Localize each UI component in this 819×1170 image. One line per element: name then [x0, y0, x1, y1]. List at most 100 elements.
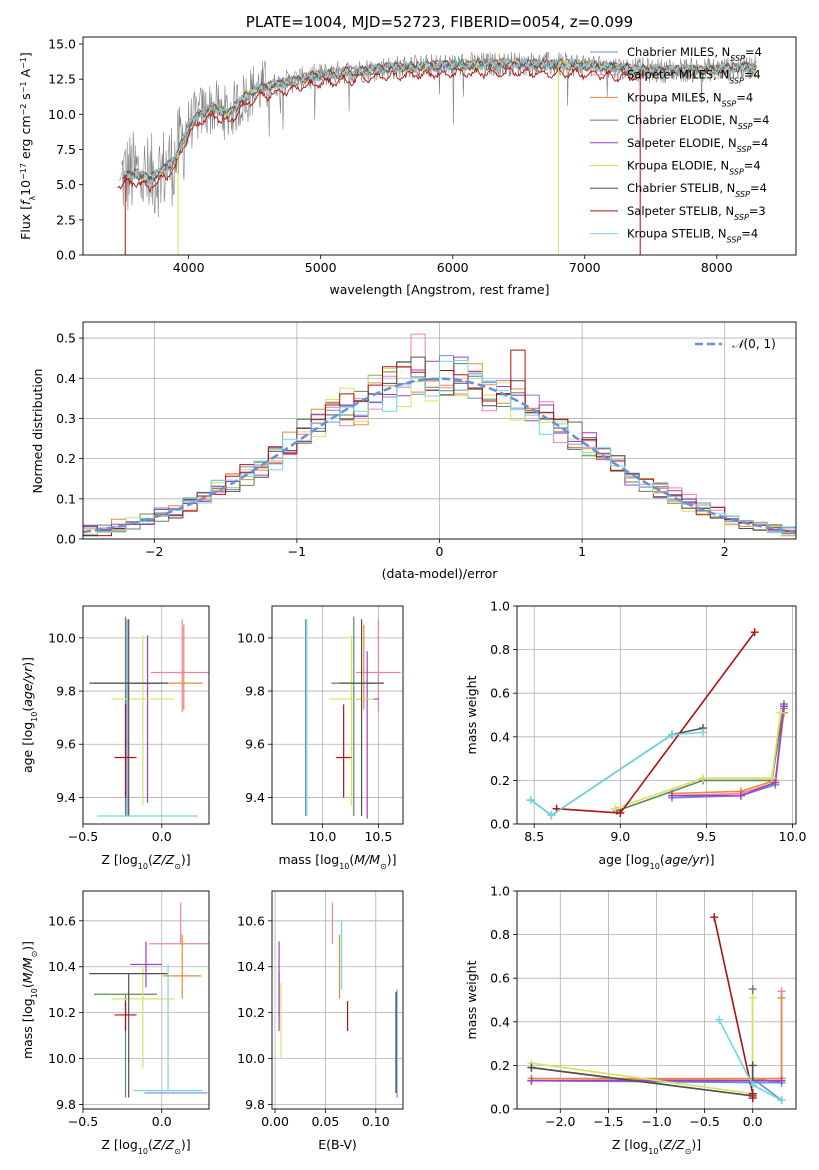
weight-line	[672, 706, 785, 797]
y-axis-label: mass weight	[464, 675, 479, 754]
weight-marker	[748, 993, 757, 1002]
axes-frame	[516, 890, 797, 1110]
weight-marker	[668, 791, 676, 800]
y-axis-label: Normed distribution	[30, 369, 45, 494]
x-tick-label: −1.0	[641, 1114, 671, 1129]
x-tick-label: 6000	[437, 260, 469, 275]
plot-area	[527, 913, 786, 1105]
weight-marker	[527, 1063, 536, 1072]
weight-marker	[699, 774, 707, 783]
x-tick-label: 10.0	[308, 829, 336, 844]
y-tick-label: 0.1	[56, 491, 76, 506]
x-tick-label: −2	[145, 544, 163, 559]
y-tick-label: 9.8	[56, 1097, 76, 1112]
axes-frame	[82, 321, 797, 540]
y-tick-label: 0.4	[490, 1014, 510, 1029]
y-tick-label: 9.6	[56, 737, 76, 752]
gaussian-curve	[83, 377, 796, 534]
y-tick-label: 10.6	[48, 913, 76, 928]
x-tick-label: 0.0	[152, 829, 172, 844]
weight-marker	[779, 702, 788, 711]
y-tick-label: 9.8	[56, 684, 76, 699]
plot-area	[117, 51, 757, 255]
axes-frame	[82, 605, 210, 825]
panel-mass_vs_ebv: 0.00 0.05 0.10 9.8 10.0 10.2 10.4 10.6 E(B-V)	[237, 890, 404, 1152]
y-axis-label: mass weight	[464, 960, 479, 1039]
plot-area	[304, 616, 401, 819]
spectrum-model-line	[117, 66, 641, 194]
y-tick-label: 5.0	[56, 177, 76, 192]
axes-frame	[516, 605, 797, 825]
plot-area	[89, 902, 209, 1098]
y-tick-label: 9.8	[245, 1097, 265, 1112]
weight-line	[616, 703, 785, 812]
weight-marker	[777, 1076, 786, 1085]
weight-line	[530, 731, 704, 817]
weight-marker	[771, 778, 780, 787]
x-tick-label: 0.0	[152, 1114, 172, 1129]
y-axis-label: age [log10(age/yr)]	[20, 657, 39, 773]
y-tick-label: 10.4	[48, 959, 76, 974]
chart-title: PLATE=1004, MJD=52723, FIBERID=0054, z=0…	[246, 13, 633, 31]
weight-marker	[777, 993, 786, 1002]
y-tick-label: 10.6	[237, 913, 265, 928]
panel-age_vs_mass: 10.0 10.5 9.4 9.6 9.8 10.0 mass [log10(M/M⊙)]	[237, 605, 404, 871]
x-tick-label: −0.5	[68, 829, 98, 844]
y-tick-label: 0.8	[490, 642, 510, 657]
weight-marker	[668, 730, 676, 739]
weight-line	[671, 712, 785, 795]
x-tick-label: 0.05	[311, 1114, 339, 1129]
weight-marker	[777, 1096, 786, 1105]
x-axis-label: age [log10(age/yr)]	[598, 852, 714, 871]
y-axis-label: mass [log10(M/M⊙)]	[20, 941, 39, 1059]
spectrum-model-line	[122, 57, 757, 182]
panel-weight_vs_Z: −2.0 −1.5 −1.0 −0.5 0.0 0.0 0.2 0.4 0.6 0.8 1.0 Z […	[464, 884, 797, 1156]
x-tick-label: 5000	[305, 260, 337, 275]
plot-area	[526, 628, 788, 820]
spectrum-model-line	[118, 58, 756, 184]
y-tick-label: 10.0	[48, 630, 76, 645]
y-tick-label: 15.0	[48, 37, 76, 52]
panel-spectrum: 4000 5000 6000 7000 8000 0.0 2.5 5.0 7.5 10.0 12.5…	[18, 13, 797, 297]
y-tick-label: 0.2	[490, 773, 510, 788]
weight-marker	[767, 774, 776, 783]
plot-area	[278, 902, 398, 1098]
panel-age_vs_Z: −0.5 0.0 9.4 9.6 9.8 10.0 Z [log10(Z/Z⊙)] age […	[20, 605, 210, 871]
x-axis-label: mass [log10(M/M⊙)]	[278, 852, 396, 871]
y-tick-label: 1.0	[490, 884, 510, 899]
y-tick-label: 2.5	[56, 212, 76, 227]
y-tick-label: 9.4	[245, 790, 265, 805]
legend-label: Kroupa MILES, NSSP=4	[627, 90, 753, 108]
weight-marker	[750, 628, 759, 637]
x-axis-label: wavelength [Angstrom, rest frame]	[329, 282, 549, 297]
axes-frame	[271, 890, 404, 1110]
y-tick-label: 10.0	[237, 630, 265, 645]
x-tick-label: 0.0	[743, 1114, 763, 1129]
legend-label: Chabrier STELIB, NSSP=4	[627, 181, 767, 199]
axes-frame	[271, 605, 404, 825]
weight-line	[718, 1019, 782, 1102]
x-axis-label: (data-model)/error	[382, 566, 499, 581]
y-tick-label: 0.3	[56, 411, 76, 426]
y-tick-label: 9.8	[245, 684, 265, 699]
x-tick-label: −1	[288, 544, 306, 559]
weight-marker	[748, 1061, 757, 1070]
legend-label: Chabrier MILES, NSSP=4	[627, 45, 762, 63]
weight-marker	[748, 985, 757, 994]
y-tick-label: 10.2	[48, 1005, 76, 1020]
weight-marker	[715, 1015, 724, 1024]
x-tick-label: 9.5	[696, 829, 716, 844]
y-tick-label: 0.6	[490, 971, 510, 986]
plot-area	[83, 333, 796, 537]
x-tick-label: 9.0	[610, 829, 630, 844]
y-tick-label: 0.2	[56, 451, 76, 466]
y-tick-label: 10.2	[237, 1005, 265, 1020]
x-tick-label: −0.5	[689, 1114, 719, 1129]
weight-line	[556, 631, 756, 814]
panel-mass_vs_Z: −0.5 0.0 9.8 10.0 10.2 10.4 10.6 Z [log10(Z/Z⊙)…	[20, 890, 210, 1156]
y-axis-label: Flux [fλ10−17 erg cm−2 s−1 A−1]	[18, 52, 37, 240]
panel-residuals: −2 −1 0 1 2 0.0 0.1 0.2 0.3 0.4 0.5 (data-model)/er…	[30, 321, 797, 581]
x-tick-label: −2.0	[545, 1114, 575, 1129]
x-tick-label: 0	[436, 544, 444, 559]
